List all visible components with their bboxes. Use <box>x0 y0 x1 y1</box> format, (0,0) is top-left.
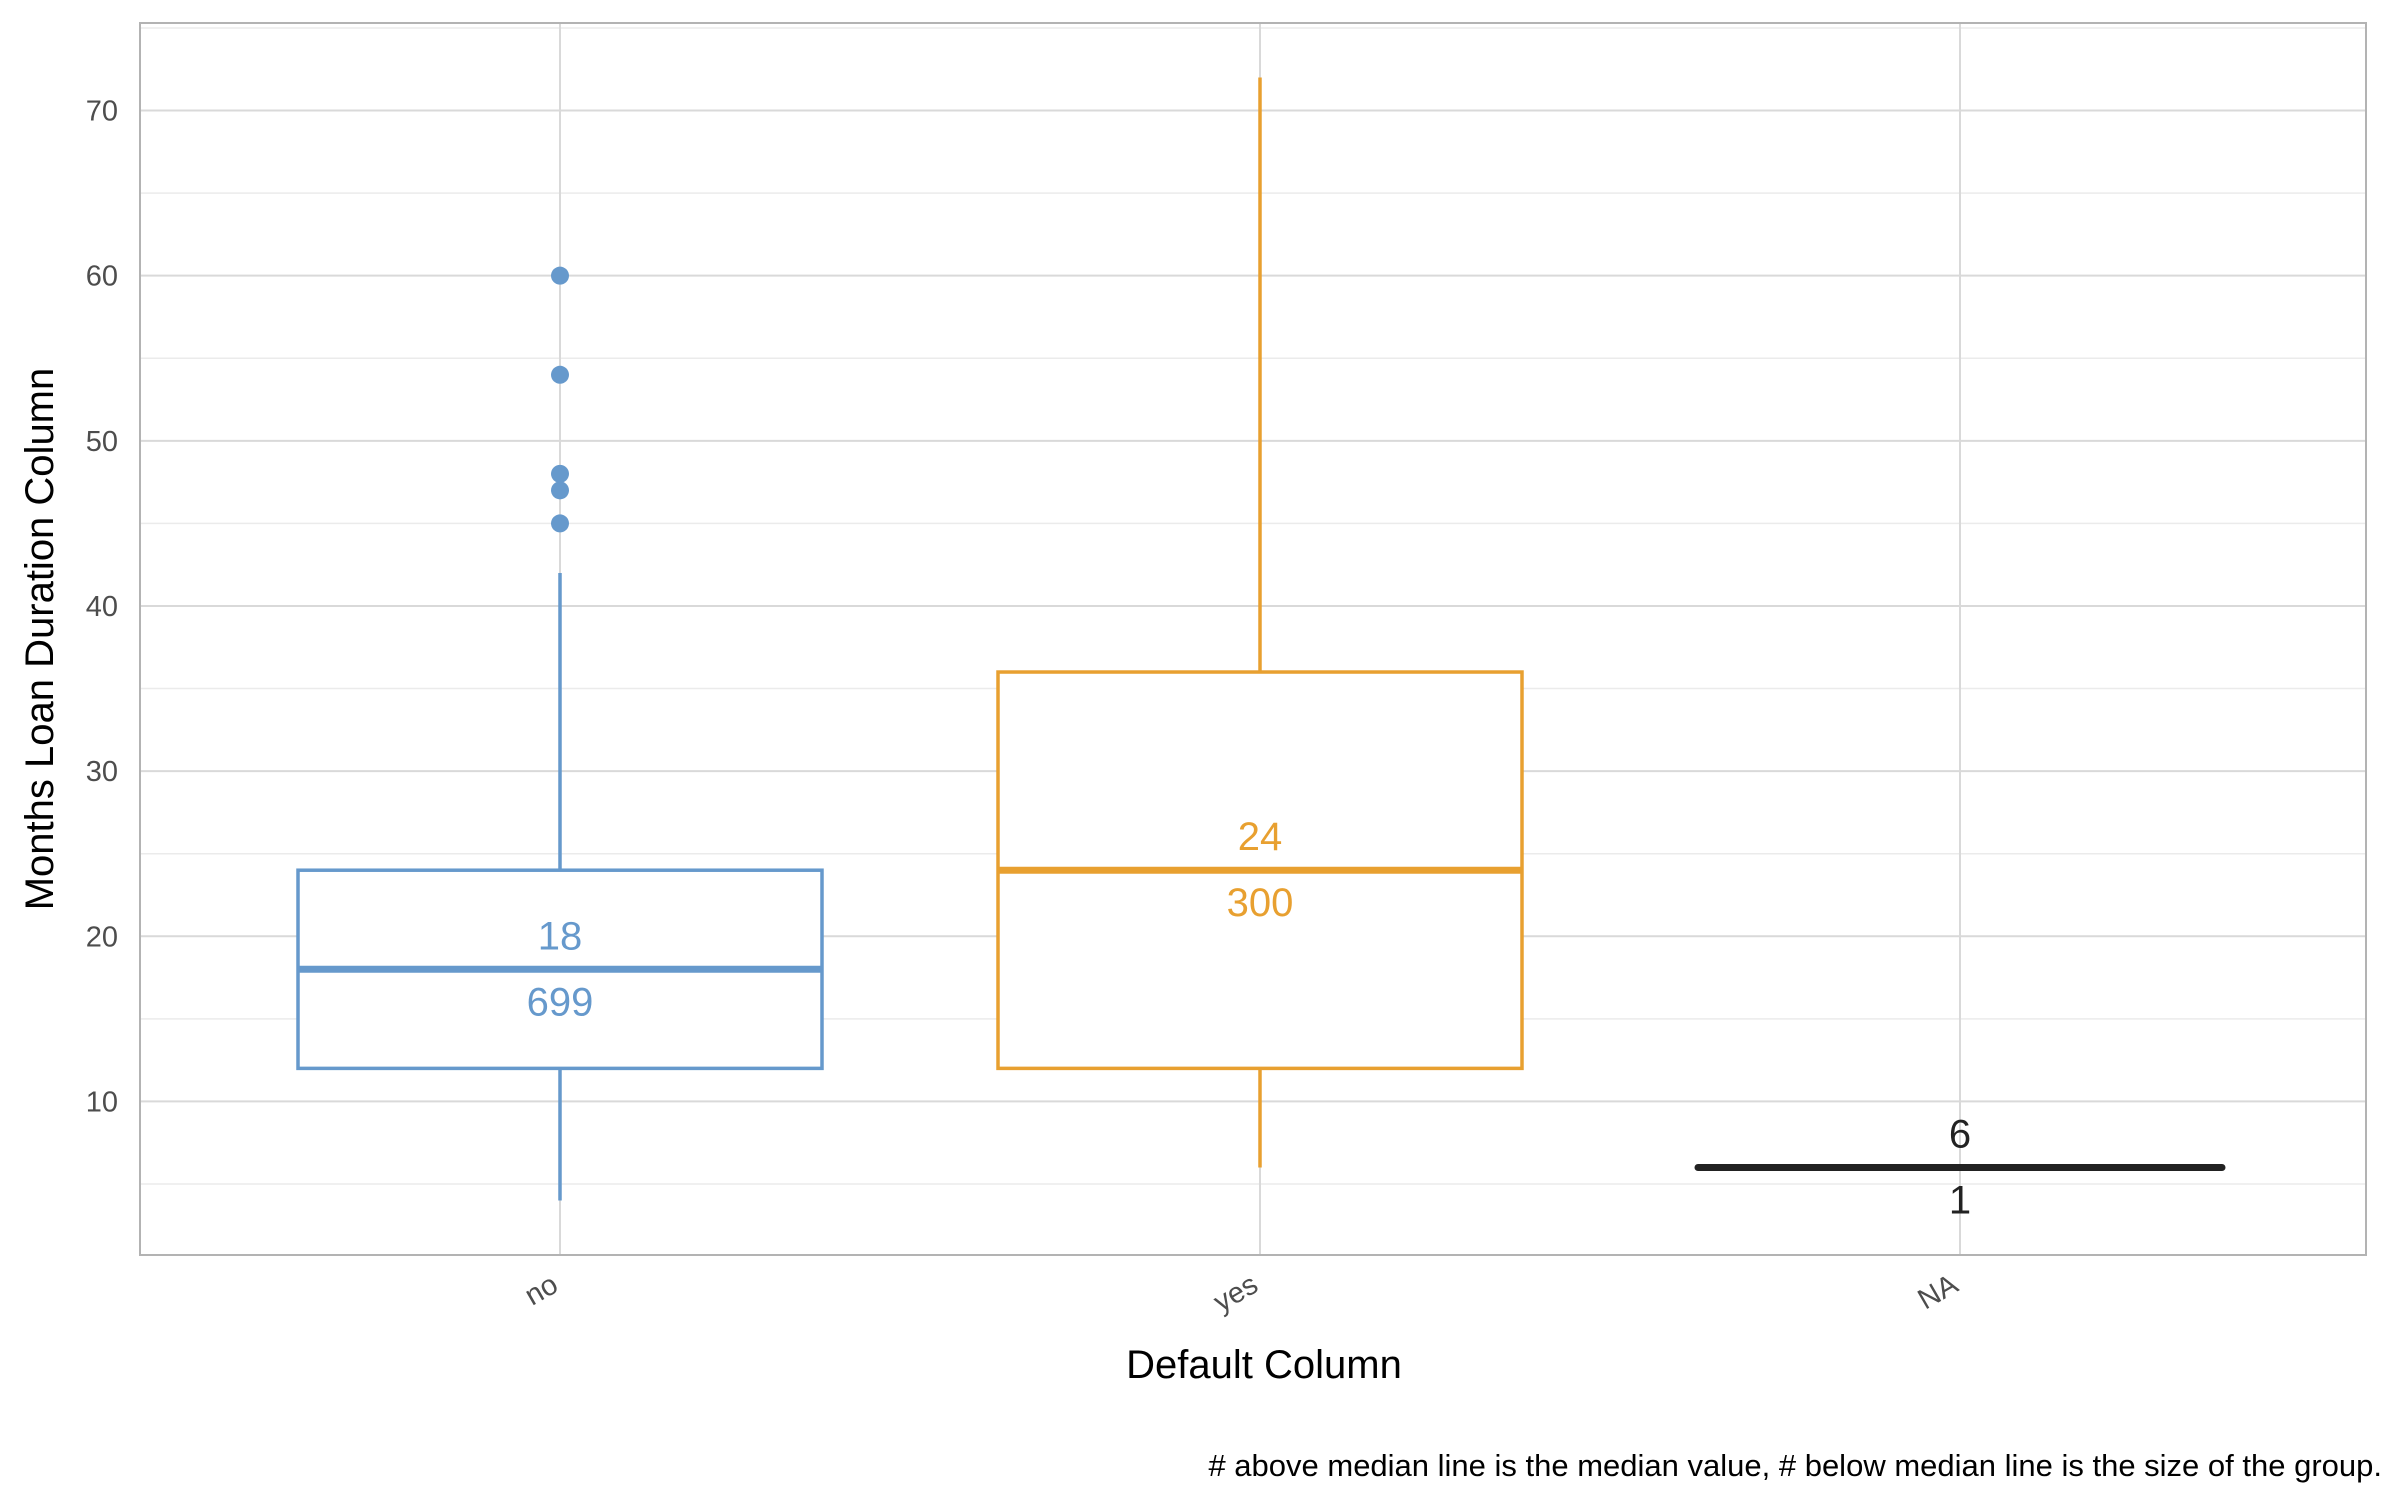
group-size-label: 300 <box>1227 881 1294 925</box>
boxes-layer <box>296 77 2226 1201</box>
median-value-label: 18 <box>538 914 583 958</box>
x-axis-ticks: no yes NA <box>520 1268 1965 1319</box>
plot-background <box>140 23 2366 1255</box>
y-tick-label: 70 <box>86 96 118 128</box>
x-tick-label: yes <box>1208 1268 1263 1318</box>
median-value-label: 6 <box>1949 1112 1971 1156</box>
y-tick-label: 50 <box>86 426 118 458</box>
y-axis-title: Months Loan Duration Column <box>18 368 62 911</box>
y-tick-label: 20 <box>86 921 118 953</box>
x-axis-title: Default Column <box>1126 1343 1402 1387</box>
group-size-label: 1 <box>1949 1178 1971 1222</box>
group-size-label: 699 <box>527 980 594 1024</box>
box-labels-layer: 18 699 24 300 6 1 <box>527 815 1972 1222</box>
chart-caption: # above median line is the median value,… <box>1208 1448 2382 1483</box>
y-tick-label: 40 <box>86 591 118 623</box>
outlier-point <box>551 464 569 483</box>
plot-panel-border <box>139 22 2367 1256</box>
median-value-label: 24 <box>1238 815 1283 859</box>
y-tick-label: 10 <box>86 1086 118 1118</box>
y-tick-label: 30 <box>86 756 118 788</box>
outlier-point <box>551 365 569 384</box>
x-tick-label: NA <box>1913 1268 1964 1316</box>
outlier-point <box>551 514 569 533</box>
y-tick-label: 60 <box>86 261 118 293</box>
outlier-point <box>551 481 569 500</box>
y-axis-ticks: 10 20 30 40 50 60 70 <box>86 96 118 1119</box>
outlier-point <box>551 266 569 285</box>
x-tick-label: no <box>520 1268 564 1312</box>
